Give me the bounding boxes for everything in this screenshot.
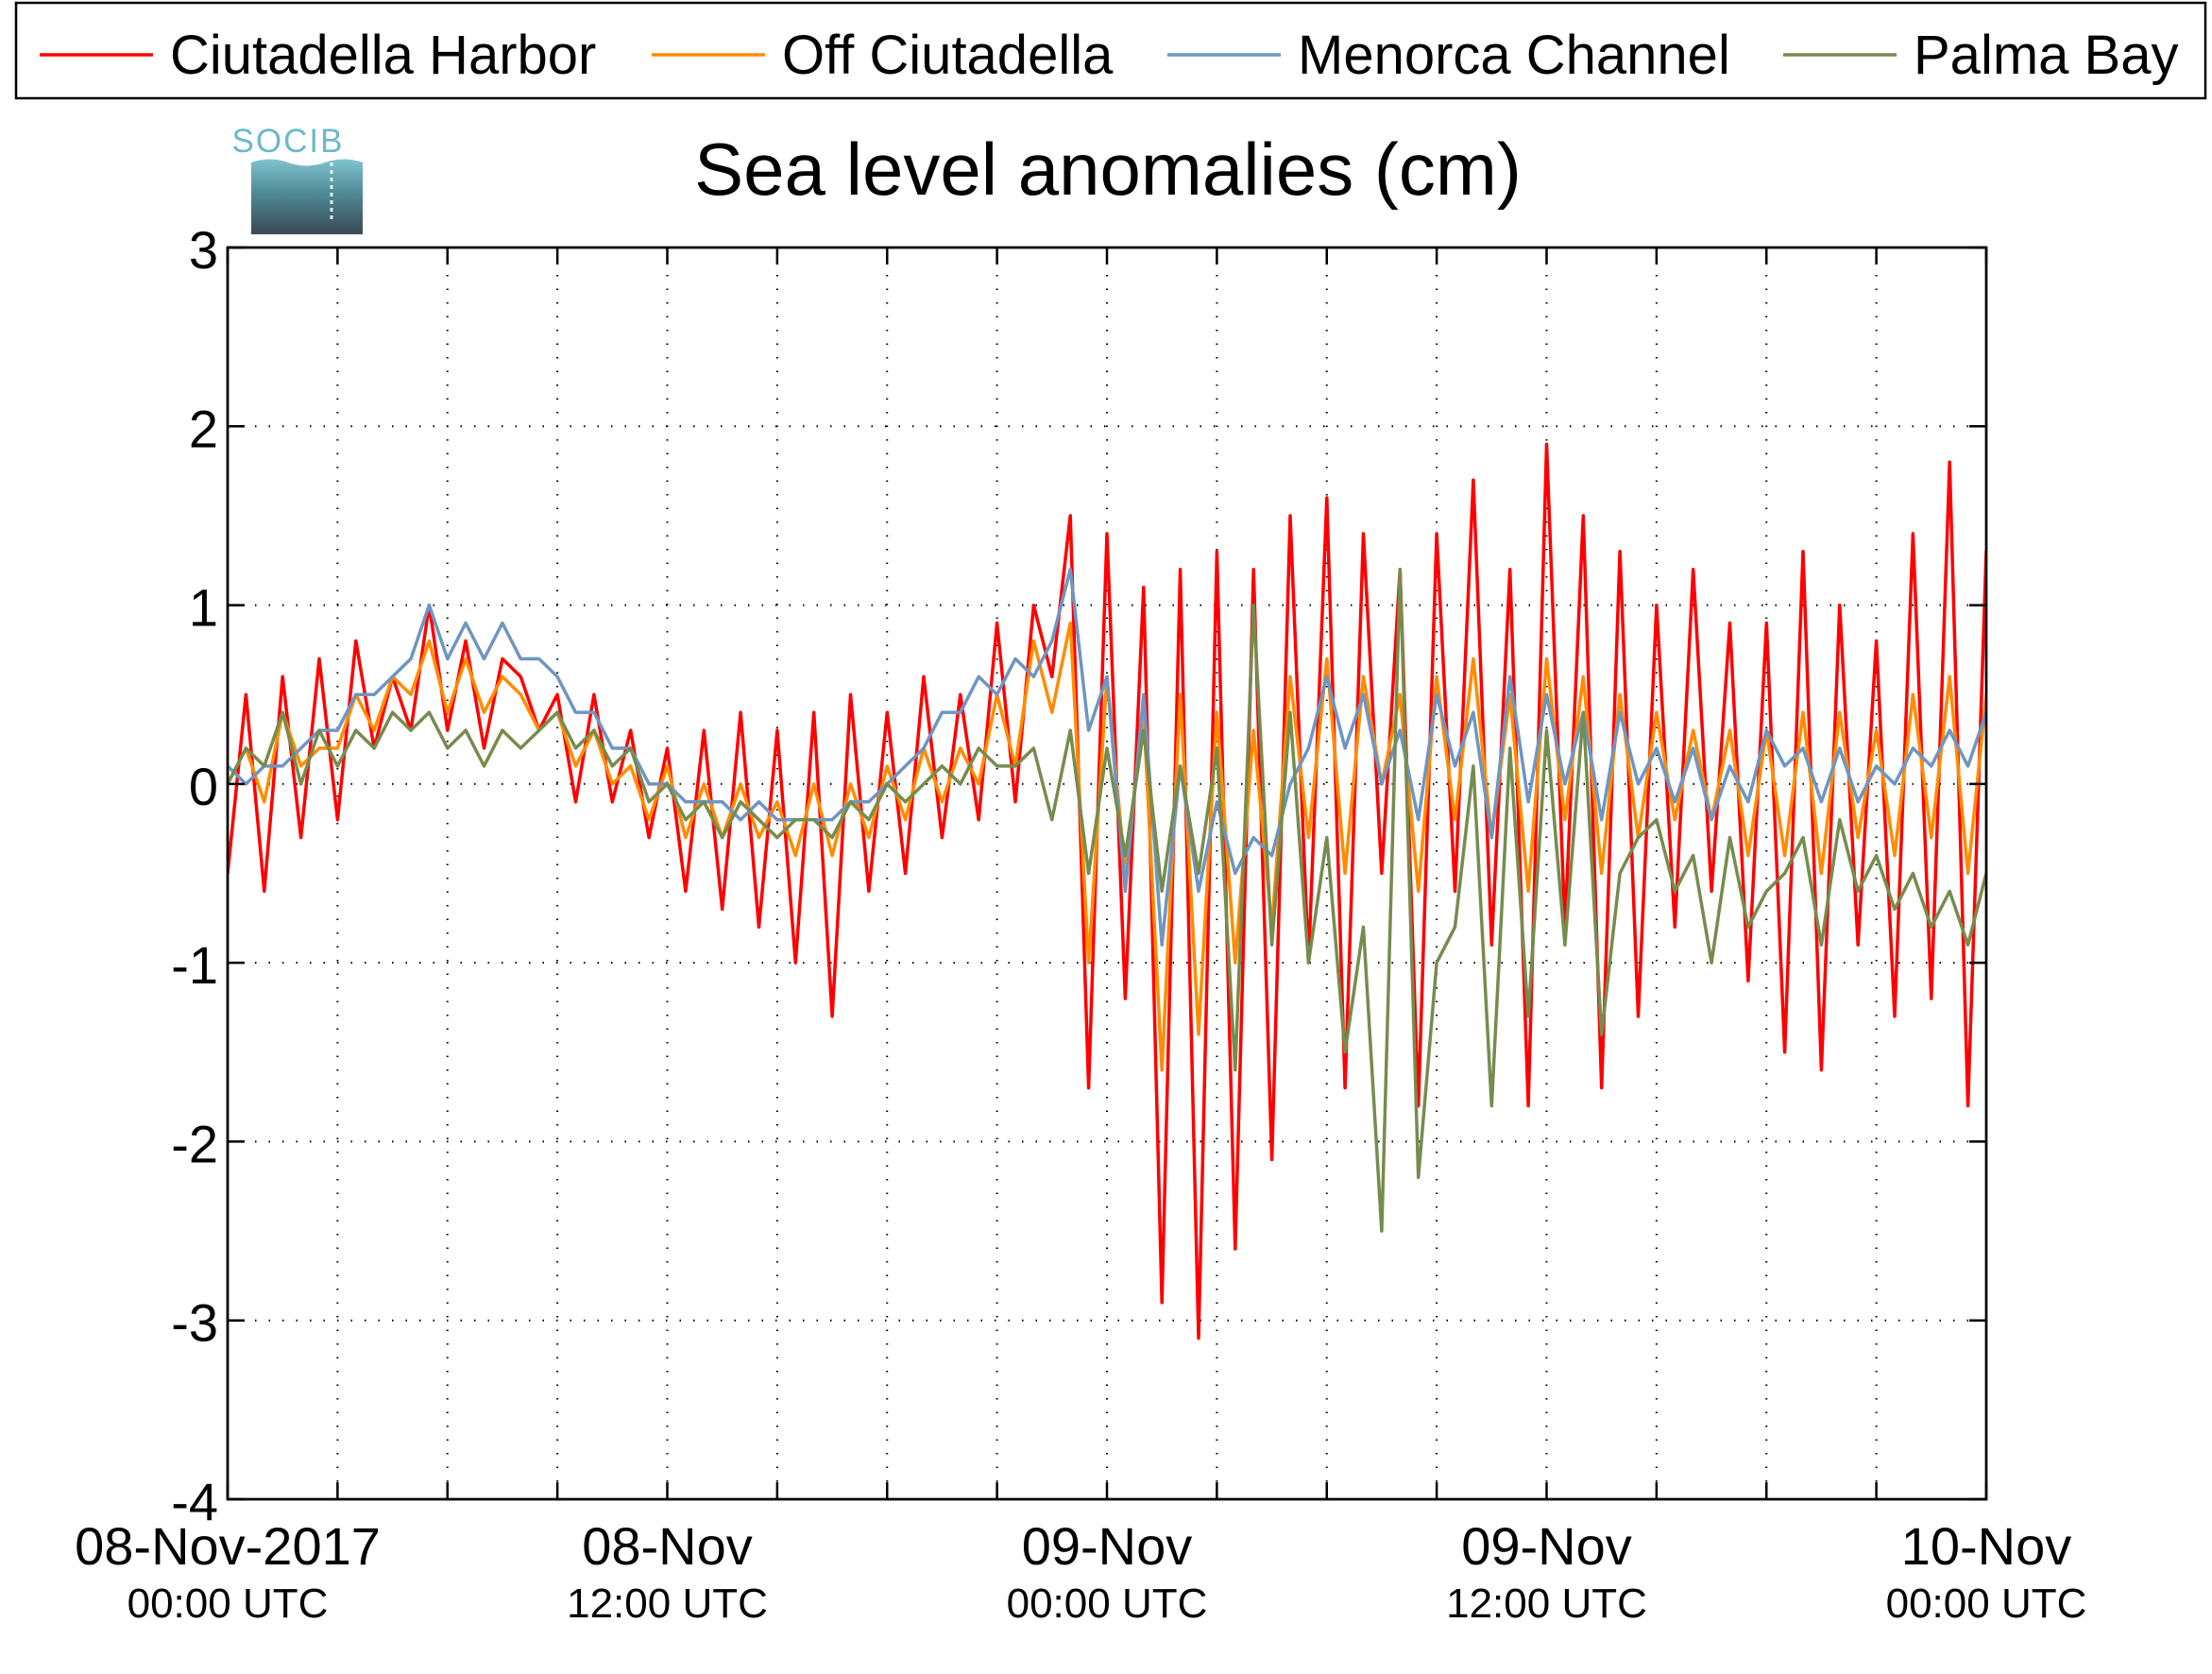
x-tick-label-time: 12:00 UTC	[567, 1580, 768, 1627]
y-tick-label: 0	[189, 757, 218, 816]
x-tick-label-time: 12:00 UTC	[1446, 1580, 1647, 1627]
logo-text: SOCIB	[232, 123, 345, 160]
y-tick-label: 2	[189, 399, 218, 458]
y-tick-label: -1	[171, 935, 218, 995]
x-tick-label-date: 08-Nov-2017	[75, 1516, 381, 1576]
x-tick-label-date: 08-Nov	[582, 1516, 753, 1576]
legend-label: Ciutadella Harbor	[170, 25, 596, 86]
series-lines	[228, 442, 1986, 1341]
legend-label: Palma Bay	[1914, 25, 2178, 86]
logo-wave	[251, 159, 363, 234]
series-line-menorca-channel	[228, 567, 1986, 947]
y-tick-label: -3	[171, 1293, 218, 1353]
socib-logo: SOCIB	[232, 123, 363, 234]
legend-label: Off Ciutadella	[782, 25, 1114, 86]
y-tick-label: -4	[171, 1472, 218, 1531]
x-tick-label-date: 09-Nov	[1022, 1516, 1193, 1576]
chart-title: Sea level anomalies (cm)	[694, 128, 1522, 211]
y-axis: -4 -3 -2 -1 0 1 2 3	[171, 220, 1986, 1531]
legend-box	[14, 1, 2207, 100]
legend: Ciutadella Harbor Off Ciutadella Menorca C…	[14, 1, 2207, 100]
legend-items: Ciutadella Harbor Off Ciutadella Menorca C…	[40, 25, 2178, 86]
y-tick-label: -2	[171, 1114, 218, 1173]
x-tick-label-time: 00:00 UTC	[1886, 1580, 2087, 1627]
grid	[228, 248, 1986, 1499]
legend-label: Menorca Channel	[1298, 25, 1730, 86]
plot-area	[226, 246, 1988, 1501]
series-line-ciutadella-harbor	[228, 442, 1986, 1341]
x-tick-label-time: 00:00 UTC	[1007, 1580, 1208, 1627]
y-tick-label: 3	[189, 220, 218, 280]
x-tick-label-time: 00:00 UTC	[128, 1580, 329, 1627]
x-tick-label-date: 10-Nov	[1901, 1516, 2072, 1576]
y-tick-label: 1	[189, 578, 218, 638]
series-line-palma-bay	[228, 567, 1986, 1233]
x-tick-label-date: 09-Nov	[1461, 1516, 1632, 1576]
